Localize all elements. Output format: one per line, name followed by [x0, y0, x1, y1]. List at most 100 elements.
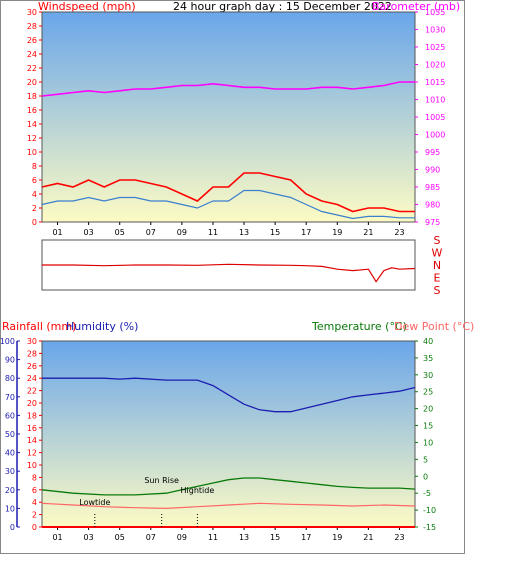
barometer-axis-title: Barometer (mb)	[372, 0, 460, 13]
hour-tick-label: 21	[363, 533, 373, 542]
direction-label: S	[434, 234, 441, 247]
wind-axis-title: Windspeed (mph)	[38, 0, 136, 13]
humidity-tick-label: 30	[5, 467, 15, 476]
barometer-tick-label: 1030	[425, 26, 445, 35]
wind-tick-label: 22	[27, 64, 37, 73]
direction-series	[42, 263, 416, 283]
wind-tick-label: 16	[27, 106, 37, 115]
dewpoint-line	[41, 502, 416, 510]
humidity-tick-label: 20	[5, 486, 15, 495]
rain-tick-label: 30	[27, 337, 37, 346]
humidity-tick-label: 60	[5, 411, 15, 420]
hour-tick-label: 21	[363, 228, 373, 237]
wind-tick-label: 18	[27, 92, 37, 101]
hour-tick-label: 07	[146, 533, 156, 542]
hour-tick-label: 01	[52, 228, 62, 237]
wind-tick-label: 14	[27, 120, 37, 129]
graph-title: 24 hour graph day : 15 December 2022	[173, 0, 392, 13]
wind-tick-label: 30	[27, 8, 37, 17]
climate-ticks: 0102030405060708090100024681012141618202…	[0, 337, 436, 542]
hour-tick-label: 15	[270, 228, 280, 237]
temperature-axis-title: Temperature (°C)	[311, 320, 407, 333]
barometer-line	[41, 81, 415, 97]
rain-tick-label: 16	[27, 424, 37, 433]
wind-tick-label: 26	[27, 36, 37, 45]
barometer-tick-label: 1010	[425, 96, 445, 105]
hour-tick-label: 11	[208, 228, 218, 237]
temperature-line	[41, 477, 416, 496]
humidity-line	[42, 377, 416, 413]
temperature-tick-label: 5	[423, 455, 428, 464]
barometer-tick-label: 1005	[425, 113, 445, 122]
rain-tick-label: 6	[32, 486, 37, 495]
rain-tick-label: 26	[27, 362, 37, 371]
barometer-ticks: 975 980 985 990 995 1000 1005 1010 1015 1020 1025 1…	[415, 8, 445, 227]
humidity-tick-label: 90	[5, 356, 15, 365]
wind-series	[41, 81, 415, 220]
direction-label: N	[433, 259, 441, 272]
windspeed-line	[41, 172, 415, 213]
hour-tick-label: 17	[301, 228, 311, 237]
wind-tick-label: 8	[32, 162, 37, 171]
hour-tick-label: 23	[394, 228, 404, 237]
climate-plot-area	[41, 340, 416, 528]
hour-tick-label: 09	[177, 533, 187, 542]
direction-label: W	[432, 247, 443, 260]
rain-tick-label: 14	[27, 436, 37, 445]
humidity-tick-label: 0	[10, 523, 15, 532]
dewpoint-axis-title: Dew Point (°C)	[394, 320, 474, 333]
humidity-tick-label: 100	[0, 337, 15, 346]
temperature-tick-label: 25	[423, 388, 433, 397]
barometer-tick-label: 980	[425, 201, 440, 210]
barometer-tick-label: 1035	[425, 8, 445, 17]
hour-tick-label: 15	[270, 533, 280, 542]
wind-tick-label: 12	[27, 134, 37, 143]
barometer-tick-label: 990	[425, 166, 440, 175]
humidity-axis-title: Humidity (%)	[66, 320, 138, 333]
rain-tick-label: 2	[32, 511, 37, 520]
temperature-tick-label: 35	[423, 354, 433, 363]
hour-tick-label: 13	[239, 228, 249, 237]
barometer-tick-label: 1015	[425, 78, 445, 87]
humidity-tick-label: 80	[5, 374, 15, 383]
hour-tick-label: 13	[239, 533, 249, 542]
hour-tick-label: 23	[394, 533, 404, 542]
rain-tick-label: 4	[32, 498, 37, 507]
hour-tick-label: 03	[84, 228, 94, 237]
direction-label: E	[434, 272, 441, 285]
barometer-tick-label: 975	[425, 218, 440, 227]
rain-tick-label: 12	[27, 449, 37, 458]
climate-series	[41, 377, 416, 528]
temperature-tick-label: 10	[423, 438, 433, 447]
hour-tick-label: 19	[332, 228, 342, 237]
temperature-tick-label: 40	[423, 337, 433, 346]
wind-tick-label: 20	[27, 78, 37, 87]
average-speed-line	[41, 189, 415, 220]
wind-tick-label: 0	[32, 218, 37, 227]
barometer-tick-label: 1025	[425, 43, 445, 52]
temperature-tick-label: 15	[423, 422, 433, 431]
wind-plot-area	[41, 11, 416, 223]
wind-tick-label: 28	[27, 22, 37, 31]
temperature-tick-label: 0	[423, 472, 428, 481]
wind-tick-label: 2	[32, 204, 37, 213]
temperature-tick-label: -10	[423, 506, 436, 515]
rain-tick-label: 0	[32, 523, 37, 532]
hour-tick-label: 17	[301, 533, 311, 542]
temperature-tick-label: 30	[423, 371, 433, 380]
rain-tick-label: 18	[27, 411, 37, 420]
hour-tick-label: 01	[52, 533, 62, 542]
direction-label: S	[434, 284, 441, 297]
rain-tick-label: 28	[27, 349, 37, 358]
hour-tick-label: 09	[177, 228, 187, 237]
wind-tick-label: 10	[27, 148, 37, 157]
barometer-tick-label: 1020	[425, 61, 445, 70]
humidity-tick-label: 70	[5, 393, 15, 402]
humidity-tick-label: 50	[5, 430, 15, 439]
rain-tick-label: 8	[32, 473, 37, 482]
